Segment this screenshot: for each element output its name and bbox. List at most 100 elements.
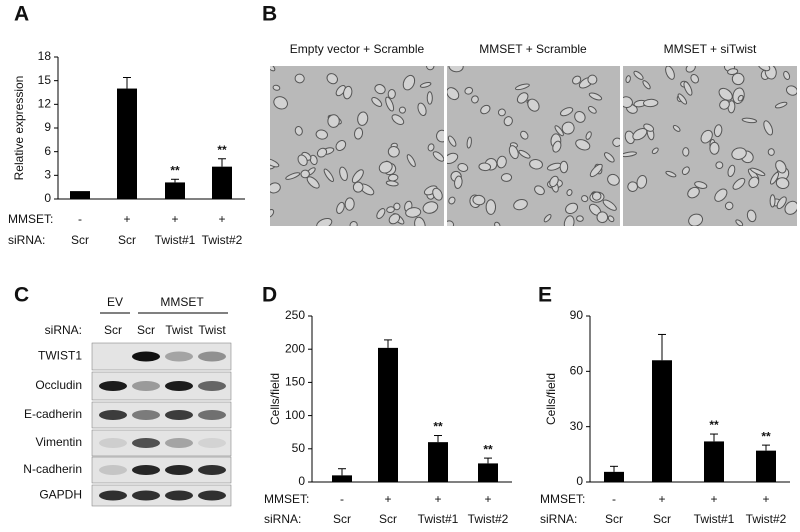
band [165,410,193,420]
bar [212,166,232,199]
cell [464,86,474,95]
band [198,351,226,362]
band [198,438,226,448]
cell [642,80,651,90]
cell [285,172,301,180]
protein-name: GAPDH [39,488,82,502]
cell [737,94,744,102]
cell [529,158,543,170]
cell [448,196,456,205]
cell [344,197,355,211]
cell [719,99,730,110]
cell [387,146,400,158]
protein-name: Occludin [35,378,82,392]
y-axis-label: Cells/field [544,373,558,425]
cell [665,170,677,178]
significance: ** [217,143,227,157]
cell [351,169,364,184]
cell [731,147,747,160]
blot-group: EV [107,295,123,309]
cell [769,194,776,208]
cell [741,117,758,124]
band [99,490,127,501]
x-tick-label: Twist#1 [418,512,459,526]
bar [652,360,672,482]
row-label: siRNA: [540,512,577,526]
cell [767,148,775,156]
cell [685,66,696,73]
treatment-label: + [218,212,225,226]
cell [518,149,531,159]
x-tick-label: Twist#2 [202,233,243,247]
x-tick-label: Twist#1 [155,233,196,247]
cell [419,82,432,88]
bar [332,475,352,482]
cell [724,201,734,211]
row-label: siRNA: [264,512,301,526]
cell [565,202,579,215]
y-axis-label: Cells/field [268,373,282,425]
band [132,410,160,420]
cell [402,74,416,91]
row-label: MMSET: [540,492,585,506]
cell [270,66,276,72]
cell [534,185,545,196]
y-tick-label: 50 [292,441,306,455]
cell [520,130,529,140]
cell [354,127,364,140]
band [132,381,160,391]
cell [587,74,598,85]
cell [294,126,303,136]
bar [165,182,185,199]
micrograph-bg [270,66,444,226]
treatment-label: + [484,492,491,506]
cell [387,89,396,100]
cell [559,107,574,117]
panel-label: B [262,3,277,26]
panel-label: C [14,284,29,307]
bar [756,450,776,482]
cell [349,221,358,226]
cell [718,87,733,101]
cell [336,201,345,214]
y-tick-label: 15 [38,73,52,87]
cell [527,98,540,112]
cell [414,216,426,226]
cell [316,217,333,226]
cell [326,73,338,85]
cell [270,208,275,218]
x-tick-label: Scr [379,512,397,526]
cell [335,140,347,152]
cell [694,181,708,189]
cell [549,175,559,188]
y-tick-label: 6 [44,144,51,158]
band [198,381,226,391]
band [165,438,193,448]
cell [587,106,597,114]
cell [775,160,787,174]
bar [704,441,724,482]
cell [494,221,501,226]
cell [559,160,569,174]
cell [294,73,305,84]
cell [378,160,393,174]
cell [454,175,463,189]
cell [575,139,591,151]
micrograph-caption: Empty vector + Scramble [290,42,425,56]
cell [472,194,486,206]
bar [117,88,137,199]
cell [589,163,603,178]
y-tick-label: 3 [44,168,51,182]
cell [770,171,780,185]
blot-strip [91,429,232,457]
cell [688,213,704,226]
y-tick-label: 30 [570,419,584,433]
cell [603,152,615,163]
band [165,490,193,501]
treatment-label: + [710,492,717,506]
cell [591,191,602,201]
bar [428,442,448,482]
cell [612,137,620,147]
cell [352,181,364,193]
cell [784,200,797,215]
